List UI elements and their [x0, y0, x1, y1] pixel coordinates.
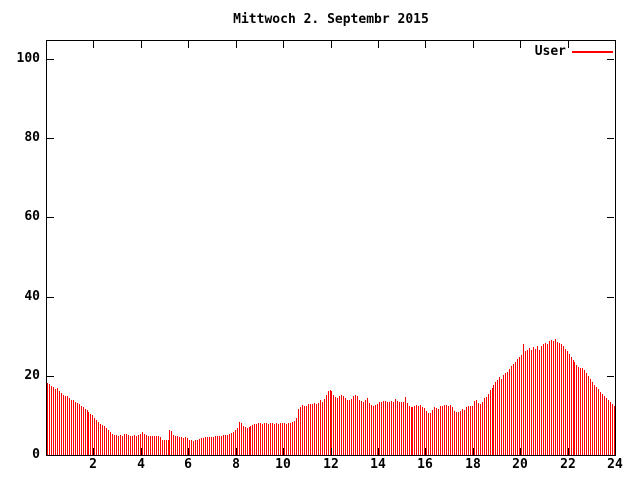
y-tick-label: 100: [16, 51, 40, 66]
x-tick-label: 22: [560, 457, 576, 472]
x-tick-label: 14: [370, 457, 386, 472]
y-tick-label: 20: [24, 368, 40, 383]
y-tick-label: 0: [32, 447, 40, 462]
x-tick-label: 12: [323, 457, 339, 472]
y-tick-label: 60: [24, 209, 40, 224]
x-tick-label: 20: [512, 457, 528, 472]
x-tick-label: 18: [465, 457, 481, 472]
y-tick-label: 40: [24, 289, 40, 304]
x-tick-label: 6: [184, 457, 192, 472]
legend-label: User: [534, 44, 566, 59]
x-tick-label: 16: [417, 457, 433, 472]
x-tick-label: 24: [607, 457, 623, 472]
legend-line-sample: [572, 51, 613, 53]
y-tick-label: 80: [24, 130, 40, 145]
x-tick-label: 2: [89, 457, 97, 472]
plot-area: [46, 40, 616, 456]
x-tick-label: 10: [275, 457, 291, 472]
x-tick-label: 8: [232, 457, 240, 472]
x-tick-label: 4: [137, 457, 145, 472]
chart-title: Mittwoch 2. Septembr 2015: [233, 12, 429, 27]
